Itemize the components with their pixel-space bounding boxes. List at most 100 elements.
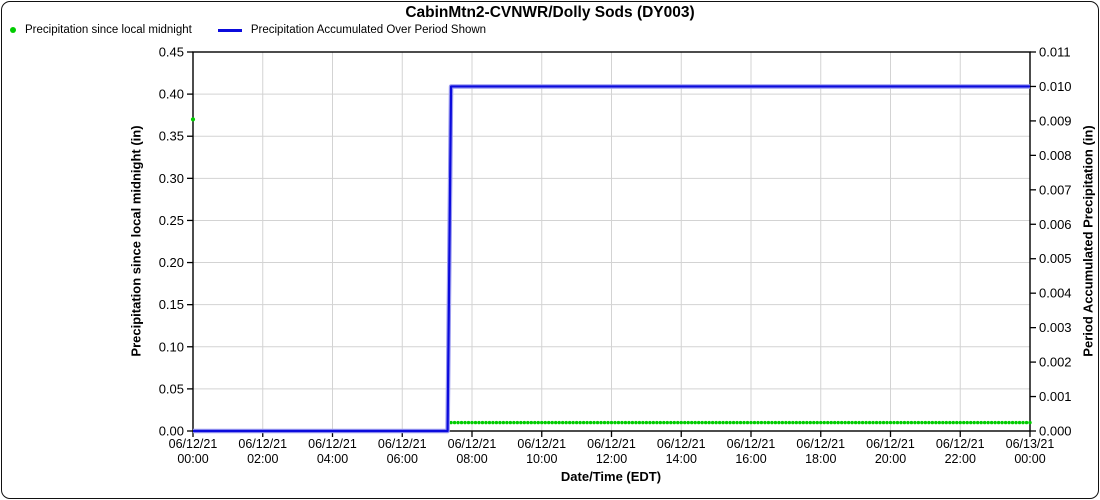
precip-since-midnight-point (787, 420, 792, 425)
right-axis-tick-label: 0.005 (1039, 251, 1072, 266)
chart-title: CabinMtn2-CVNWR/Dolly Sods (DY003) (405, 4, 695, 21)
x-axis-tick-label-date: 06/12/21 (448, 437, 497, 451)
precip-since-midnight-point (557, 420, 561, 425)
precip-since-midnight-point (714, 420, 718, 425)
precip-since-midnight-point (794, 420, 799, 425)
precip-since-midnight-point (735, 420, 739, 425)
precip-since-midnight-point (951, 420, 955, 425)
precip-since-midnight-point (665, 420, 669, 425)
x-axis-tick-label-time: 04:00 (317, 452, 348, 466)
precip-since-midnight-point (564, 420, 568, 425)
right-axis-tick-label: 0.009 (1039, 113, 1072, 128)
precip-since-midnight-point (752, 420, 757, 425)
x-axis-tick-label-time: 14:00 (666, 452, 697, 466)
precip-since-midnight-point (927, 420, 931, 425)
precip-since-midnight-point (913, 420, 917, 425)
precip-since-midnight-point (871, 420, 875, 425)
precip-since-midnight-point (662, 420, 666, 425)
precip-since-midnight-point (899, 420, 903, 425)
precip-since-midnight-point (669, 420, 673, 425)
precip-since-midnight-point (766, 420, 771, 425)
precip-since-midnight-point (585, 420, 589, 425)
precip-since-midnight-point (470, 420, 474, 425)
precip-since-midnight-point (571, 420, 575, 425)
right-axis-tick-label: 0.002 (1039, 355, 1072, 370)
precip-since-midnight-point (867, 420, 872, 425)
precip-since-midnight-point (979, 420, 983, 425)
precip-since-midnight-point (860, 420, 865, 425)
precip-since-midnight-point (560, 420, 565, 425)
precip-since-midnight-point (613, 420, 617, 425)
x-axis-tick-label-time: 02:00 (247, 452, 278, 466)
precip-since-midnight-point (526, 420, 530, 425)
precip-since-midnight-point (773, 420, 778, 425)
precip-since-midnight-point (986, 420, 990, 425)
precip-since-midnight-point (839, 420, 844, 425)
precip-since-midnight-point (955, 420, 959, 425)
precip-since-midnight-point (1017, 420, 1022, 425)
left-axis-tick-label: 0.20 (159, 255, 184, 270)
precip-since-midnight-point (459, 420, 464, 425)
precip-since-midnight-point (710, 420, 715, 425)
precip-since-midnight-point (190, 117, 196, 122)
precip-since-midnight-point (930, 420, 935, 425)
precip-since-midnight-point (466, 420, 471, 425)
precip-since-midnight-point (609, 420, 614, 425)
right-axis-tick-label: 0.001 (1039, 389, 1072, 404)
precip-since-midnight-point (805, 420, 809, 425)
precip-since-midnight-point (634, 420, 638, 425)
precip-since-midnight-point (487, 420, 492, 425)
precip-since-midnight-point (1028, 420, 1032, 425)
left-axis-tick-label: 0.40 (159, 87, 184, 102)
precip-since-midnight-point (627, 420, 631, 425)
left-axis-tick-label: 0.15 (159, 297, 184, 312)
precip-since-midnight-point (498, 420, 502, 425)
precip-since-midnight-point (815, 420, 819, 425)
precip-since-midnight-point (494, 420, 499, 425)
precip-since-midnight-point (724, 420, 729, 425)
x-axis-tick-label-date: 06/12/21 (587, 437, 636, 451)
left-axis-tick-label: 0.45 (159, 45, 184, 60)
precip-since-midnight-point (686, 420, 690, 425)
precip-since-midnight-point (749, 420, 753, 425)
x-axis-title: Date/Time (EDT) (560, 469, 662, 484)
precip-since-midnight-point (630, 420, 635, 425)
left-axis-tick-label: 0.30 (159, 171, 184, 186)
x-axis-tick-label-time: 20:00 (875, 452, 906, 466)
precip-since-midnight-point (759, 420, 764, 425)
precip-since-midnight-point (745, 420, 750, 425)
precip-since-midnight-point (850, 420, 854, 425)
precip-since-midnight-point (864, 420, 868, 425)
x-axis-tick-label-date: 06/12/21 (657, 437, 706, 451)
precip-since-midnight-point (501, 420, 506, 425)
x-axis-tick-label-date: 06/12/21 (308, 437, 357, 451)
precip-since-midnight-point (696, 420, 701, 425)
precip-since-midnight-point (522, 420, 527, 425)
precip-since-midnight-point (846, 420, 851, 425)
precip-since-midnight-point (1014, 420, 1018, 425)
blue-line-marker-icon (217, 28, 242, 32)
precip-since-midnight-point (449, 420, 453, 425)
x-axis-tick-label-time: 22:00 (945, 452, 976, 466)
precip-since-midnight-point (592, 420, 596, 425)
precip-since-midnight-point (595, 420, 600, 425)
precip-since-midnight-point (965, 420, 969, 425)
precip-since-midnight-point (1010, 420, 1015, 425)
precip-since-midnight-point (452, 420, 457, 425)
x-axis-tick-label-date: 06/13/21 (1006, 437, 1055, 451)
precip-since-midnight-point (655, 420, 659, 425)
precip-since-midnight-point (808, 420, 812, 425)
precip-since-midnight-point (1003, 420, 1008, 425)
precip-since-midnight-point (707, 420, 711, 425)
precip-since-midnight-point (923, 420, 928, 425)
precip-since-midnight-point (728, 420, 732, 425)
precip-since-midnight-point (683, 420, 687, 425)
left-axis-tick-label: 0.05 (159, 381, 184, 396)
precip-since-midnight-point (982, 420, 987, 425)
precip-since-midnight-point (791, 420, 795, 425)
precip-since-midnight-point (512, 420, 516, 425)
precip-since-midnight-point (731, 420, 736, 425)
precip-since-midnight-point (588, 420, 593, 425)
